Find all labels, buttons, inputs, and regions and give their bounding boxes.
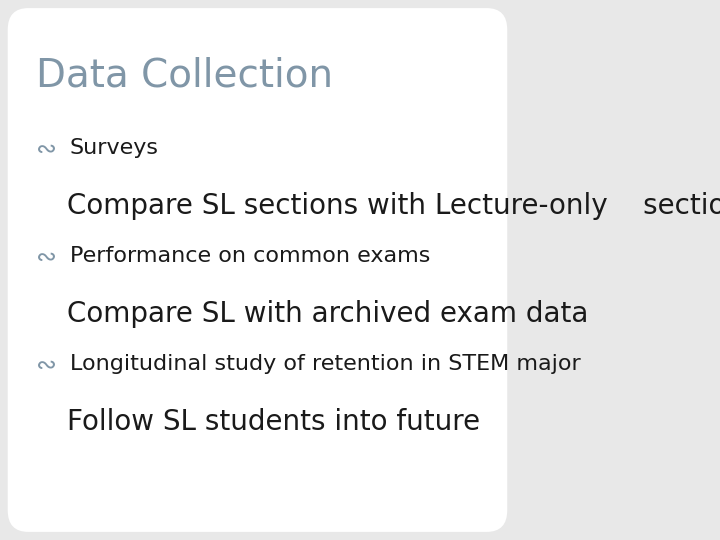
Text: Surveys: Surveys [70,138,158,158]
Text: Data Collection: Data Collection [36,57,333,94]
Text: Follow SL students into future: Follow SL students into future [67,408,480,436]
Text: ∾: ∾ [36,354,57,377]
FancyBboxPatch shape [8,8,507,532]
Text: Compare SL with archived exam data: Compare SL with archived exam data [67,300,588,328]
Text: ∾: ∾ [36,246,57,269]
Text: Longitudinal study of retention in STEM major: Longitudinal study of retention in STEM … [70,354,580,374]
Text: Compare SL sections with Lecture-only    sections: Compare SL sections with Lecture-only se… [67,192,720,220]
Text: ∾: ∾ [36,138,57,161]
Text: Performance on common exams: Performance on common exams [70,246,430,266]
